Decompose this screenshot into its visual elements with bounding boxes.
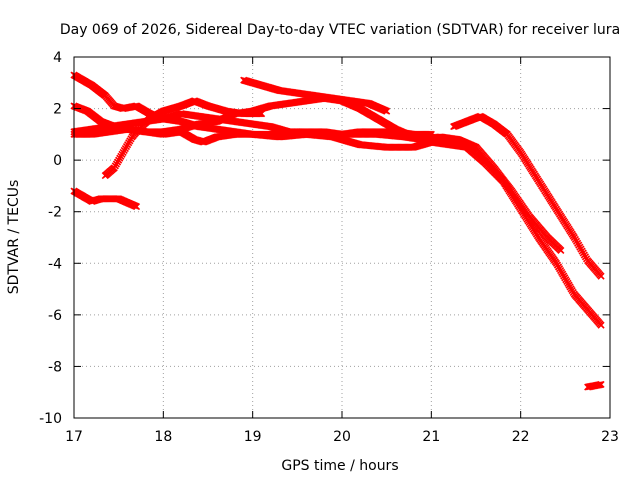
x-tick-label: 17 [65,429,83,445]
data-point [383,107,391,115]
data-point [597,380,605,389]
y-tick-label: -8 [48,359,62,375]
y-tick-label: 4 [53,50,62,66]
x-tick-label: 23 [601,429,619,445]
data-point [258,110,266,118]
x-tick-label: 19 [244,429,262,445]
series-track-g [70,187,141,211]
x-axis-label: GPS time / hours [281,458,398,474]
grid-lines [74,57,610,418]
data-point [597,321,605,329]
axis-ticks: 17 18 19 20 21 22 23 -10 -8 -6 -4 -2 0 2 4 [39,50,619,445]
series-track-i [584,380,605,391]
y-tick-label: -2 [48,205,62,221]
data-series [70,71,605,391]
series-track-h [450,112,605,280]
y-tick-label: 0 [53,153,62,169]
series-track-e [240,76,391,115]
y-axis-label: SDTVAR / TECUs [6,180,22,295]
y-tick-label: -6 [48,308,62,324]
series-track-f [101,97,266,180]
x-tick-label: 20 [333,429,351,445]
series-track-a [70,71,605,329]
y-tick-label: -4 [48,256,62,272]
y-tick-label: -10 [39,411,62,427]
x-tick-label: 22 [512,429,530,445]
chart-title: Day 069 of 2026, Sidereal Day-to-day VTE… [60,22,620,38]
data-point [597,272,605,280]
data-point [132,202,141,211]
data-point [557,246,565,254]
x-tick-label: 21 [422,429,440,445]
data-point [427,133,435,141]
x-tick-label: 18 [154,429,172,445]
y-tick-label: 2 [53,102,62,118]
